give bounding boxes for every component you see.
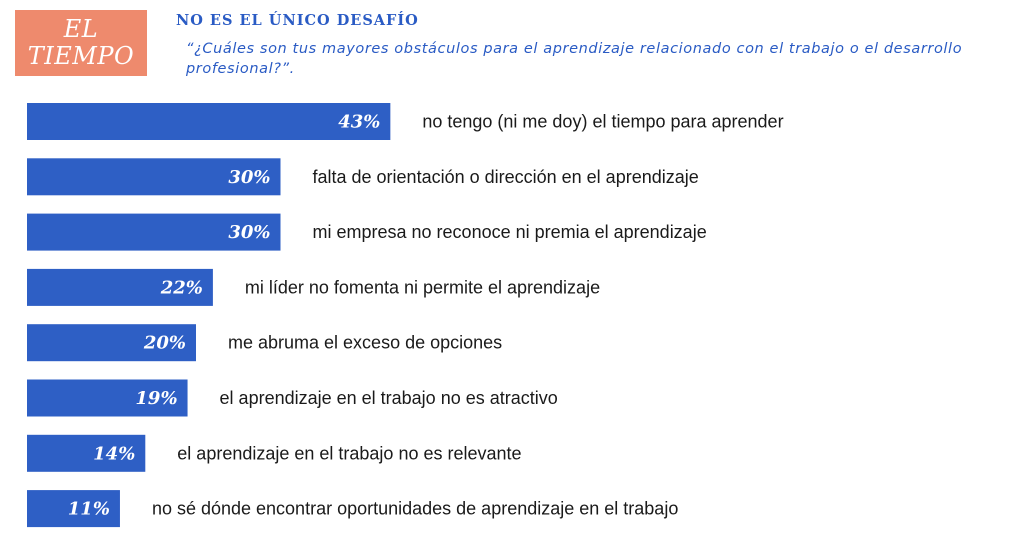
badge-line-1: EL [63,15,99,43]
category-label-4: mi líder no fomenta ni permite el aprend… [245,277,600,297]
bar-5 [27,324,196,362]
bar-value-label-5: 20% [143,333,186,354]
category-label-1: no tengo (ni me doy) el tiempo para apre… [422,112,783,132]
bar-value-label-1: 43% [338,112,380,133]
section-heading: NO ES EL ÚNICO DESAFÍO [176,12,419,29]
bar-4 [27,268,213,306]
category-label-7: el aprendizaje en el trabajo no es relev… [177,443,521,463]
title-badge: EL TIEMPO [15,10,147,76]
bar-value-label-8: 11% [68,499,110,520]
bar-1 [27,103,391,140]
category-label-2: falta de orientación o dirección en el a… [313,167,699,187]
bar-value-label-3: 30% [228,222,270,243]
bar-2 [27,158,281,196]
bar-value-label-2: 30% [228,167,270,188]
bar-6 [27,379,188,417]
category-label-5: me abruma el exceso de opciones [228,333,502,353]
survey-question: “¿Cuáles son tus mayores obstáculos para… [186,41,963,77]
bar-value-label-6: 19% [135,388,177,409]
category-label-8: no sé dónde encontrar oportunidades de a… [152,499,678,519]
bar-value-label-7: 14% [93,443,135,464]
bar-8 [27,490,120,528]
bar-3 [27,213,281,251]
category-label-3: mi empresa no reconoce ni premia el apre… [313,222,707,242]
category-label-6: el aprendizaje en el trabajo no es atrac… [220,388,558,408]
bar-7 [27,434,146,472]
bar-value-label-4: 22% [160,277,203,298]
badge-line-2: TIEMPO [27,42,135,70]
